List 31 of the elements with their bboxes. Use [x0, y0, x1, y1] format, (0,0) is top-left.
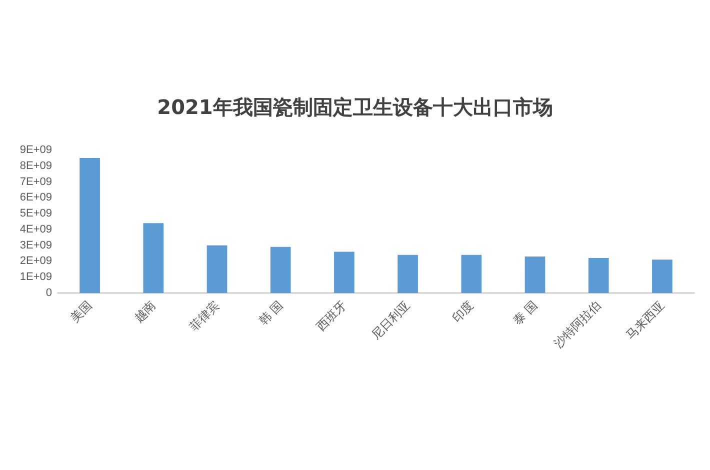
bar [143, 223, 164, 293]
x-tick-label: 越南 [131, 298, 158, 325]
bar [524, 256, 546, 293]
x-tick-label: 印度 [449, 298, 476, 325]
x-tick-label: 西班牙 [314, 298, 350, 334]
bar [206, 245, 228, 293]
y-tick-label: 3E+09 [20, 239, 52, 252]
bar [270, 246, 291, 293]
x-tick-label: 马来西亚 [623, 298, 668, 342]
chart-title: 2021年我国瓷制固定卫生设备十大出口市场 [157, 95, 553, 119]
bar [588, 258, 609, 293]
x-tick-label: 韩 国 [256, 298, 286, 328]
x-tick-label: 美国 [68, 298, 95, 325]
bar [334, 252, 354, 293]
x-tick-label: 尼日利亚 [368, 298, 413, 342]
y-tick-label: 7E+09 [20, 176, 52, 188]
y-tick-label: 5E+09 [20, 208, 52, 220]
y-tick-label: 8E+09 [20, 160, 52, 172]
x-tick-label: 沙特阿拉伯 [551, 298, 604, 350]
y-tick-label: 1E+09 [20, 271, 52, 284]
y-tick-label: 2E+09 [20, 255, 52, 268]
x-tick-label: 泰 国 [510, 298, 540, 328]
y-tick-label: 9E+09 [20, 144, 52, 156]
x-tick-label: 菲律宾 [186, 298, 222, 334]
bar [80, 158, 100, 293]
y-tick-label: 0 [46, 287, 52, 299]
bar [461, 254, 482, 293]
y-tick-label: 4E+09 [20, 223, 52, 236]
bar [652, 260, 672, 293]
bar [398, 254, 418, 293]
y-tick-label: 6E+09 [20, 192, 52, 204]
